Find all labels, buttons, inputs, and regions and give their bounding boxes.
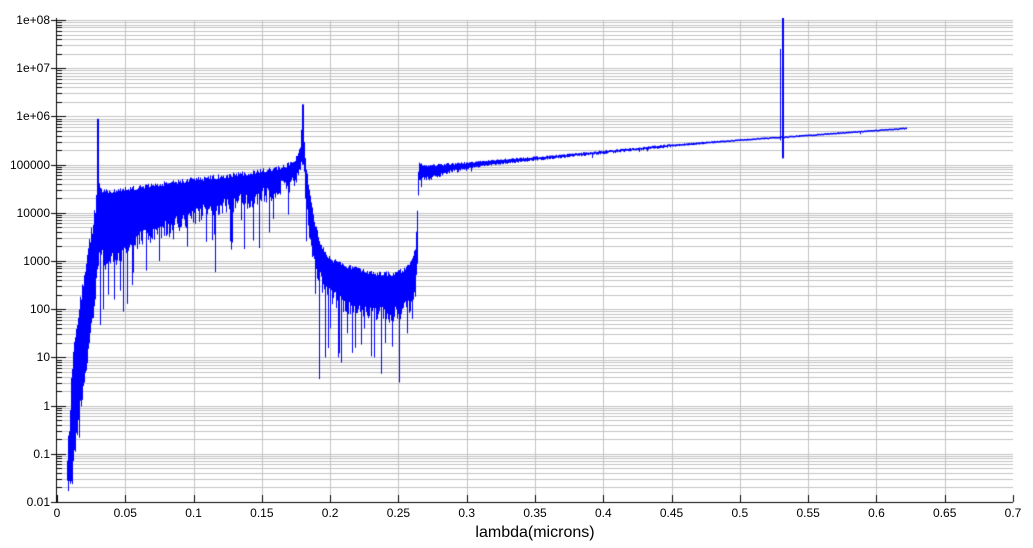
spectrum-chart: lambda(microns) 1e+08 1e+07 1e+06 100000 100… (0, 0, 1033, 548)
plot-canvas (0, 0, 1033, 548)
